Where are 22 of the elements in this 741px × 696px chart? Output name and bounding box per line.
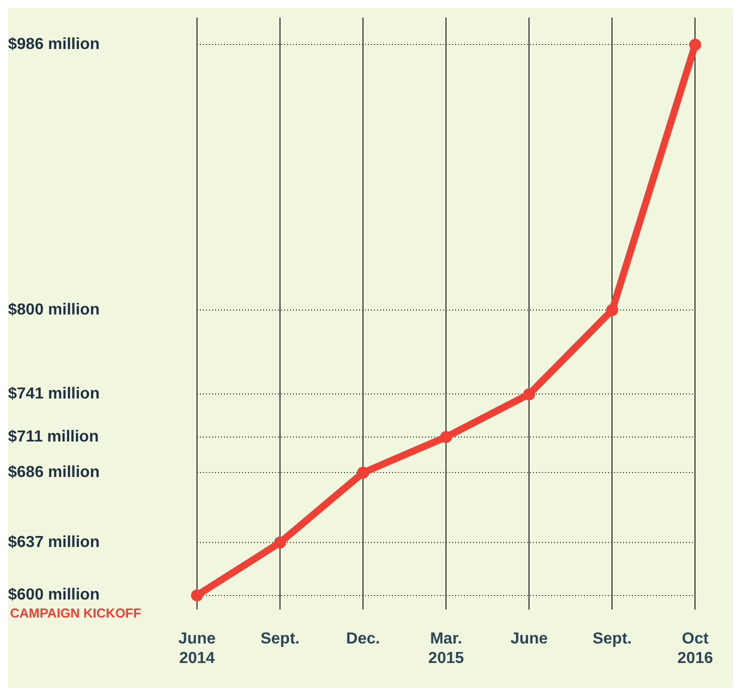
x-tick-label: Oct 2016	[677, 630, 714, 667]
x-tick-label: June 2014	[178, 630, 216, 667]
y-tick-label: $800 million	[8, 301, 100, 318]
y-tick-label: $637 million	[8, 534, 100, 551]
y-tick-label: $600 million	[8, 586, 100, 604]
y-tick-label: $741 million	[8, 386, 100, 403]
text: CAMPAIGN KICKOFF	[10, 605, 142, 620]
point	[440, 430, 452, 443]
x-tick-label: June	[510, 630, 548, 648]
x-tick-label: Mar. 2015	[428, 630, 464, 667]
x-tick-label: Sept.	[592, 630, 632, 648]
point	[357, 466, 370, 479]
point	[689, 38, 702, 51]
point	[523, 388, 536, 400]
y-tick-label: $711 million	[8, 428, 99, 446]
point	[606, 304, 618, 316]
x-tick-label: Sept.	[260, 630, 300, 648]
point	[191, 589, 203, 602]
y-tick-label: $986 million	[8, 36, 100, 54]
x-tick-label: Dec.	[346, 630, 380, 648]
point	[274, 536, 286, 549]
y-tick-label: $686 million	[8, 464, 100, 482]
